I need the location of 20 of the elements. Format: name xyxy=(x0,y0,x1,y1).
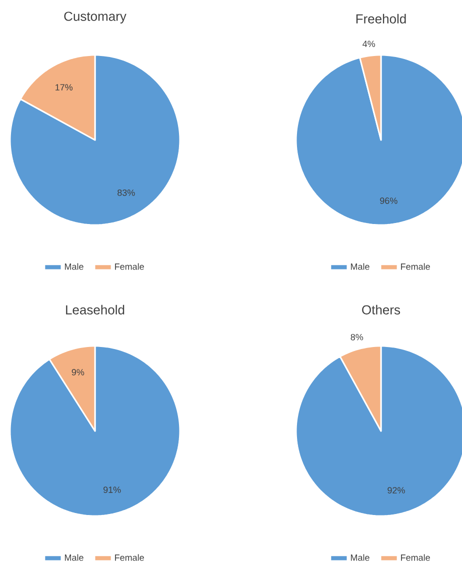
data-label: 92% xyxy=(388,487,405,494)
chart-title: Freehold xyxy=(356,14,406,24)
legend-label: Female xyxy=(115,263,144,270)
legend-label: Male xyxy=(64,263,84,270)
chart-title: Others xyxy=(362,304,400,314)
chart-title: Leasehold xyxy=(66,304,124,314)
legend-label: Male xyxy=(64,554,84,561)
data-label: 91% xyxy=(103,486,121,493)
data-label: 17% xyxy=(56,84,73,90)
data-label: 83% xyxy=(118,189,135,196)
data-label: 8% xyxy=(350,334,364,340)
legend-label: Male xyxy=(350,263,370,270)
legend-label: Female xyxy=(401,263,430,270)
legend-label: Female xyxy=(115,554,144,561)
data-label: 9% xyxy=(72,369,84,376)
legend-label: Male xyxy=(350,554,370,561)
legend-label: Female xyxy=(401,554,430,561)
chart-title: Customary xyxy=(64,12,126,24)
data-label: 96% xyxy=(380,198,398,204)
data-label: 4% xyxy=(362,40,376,48)
